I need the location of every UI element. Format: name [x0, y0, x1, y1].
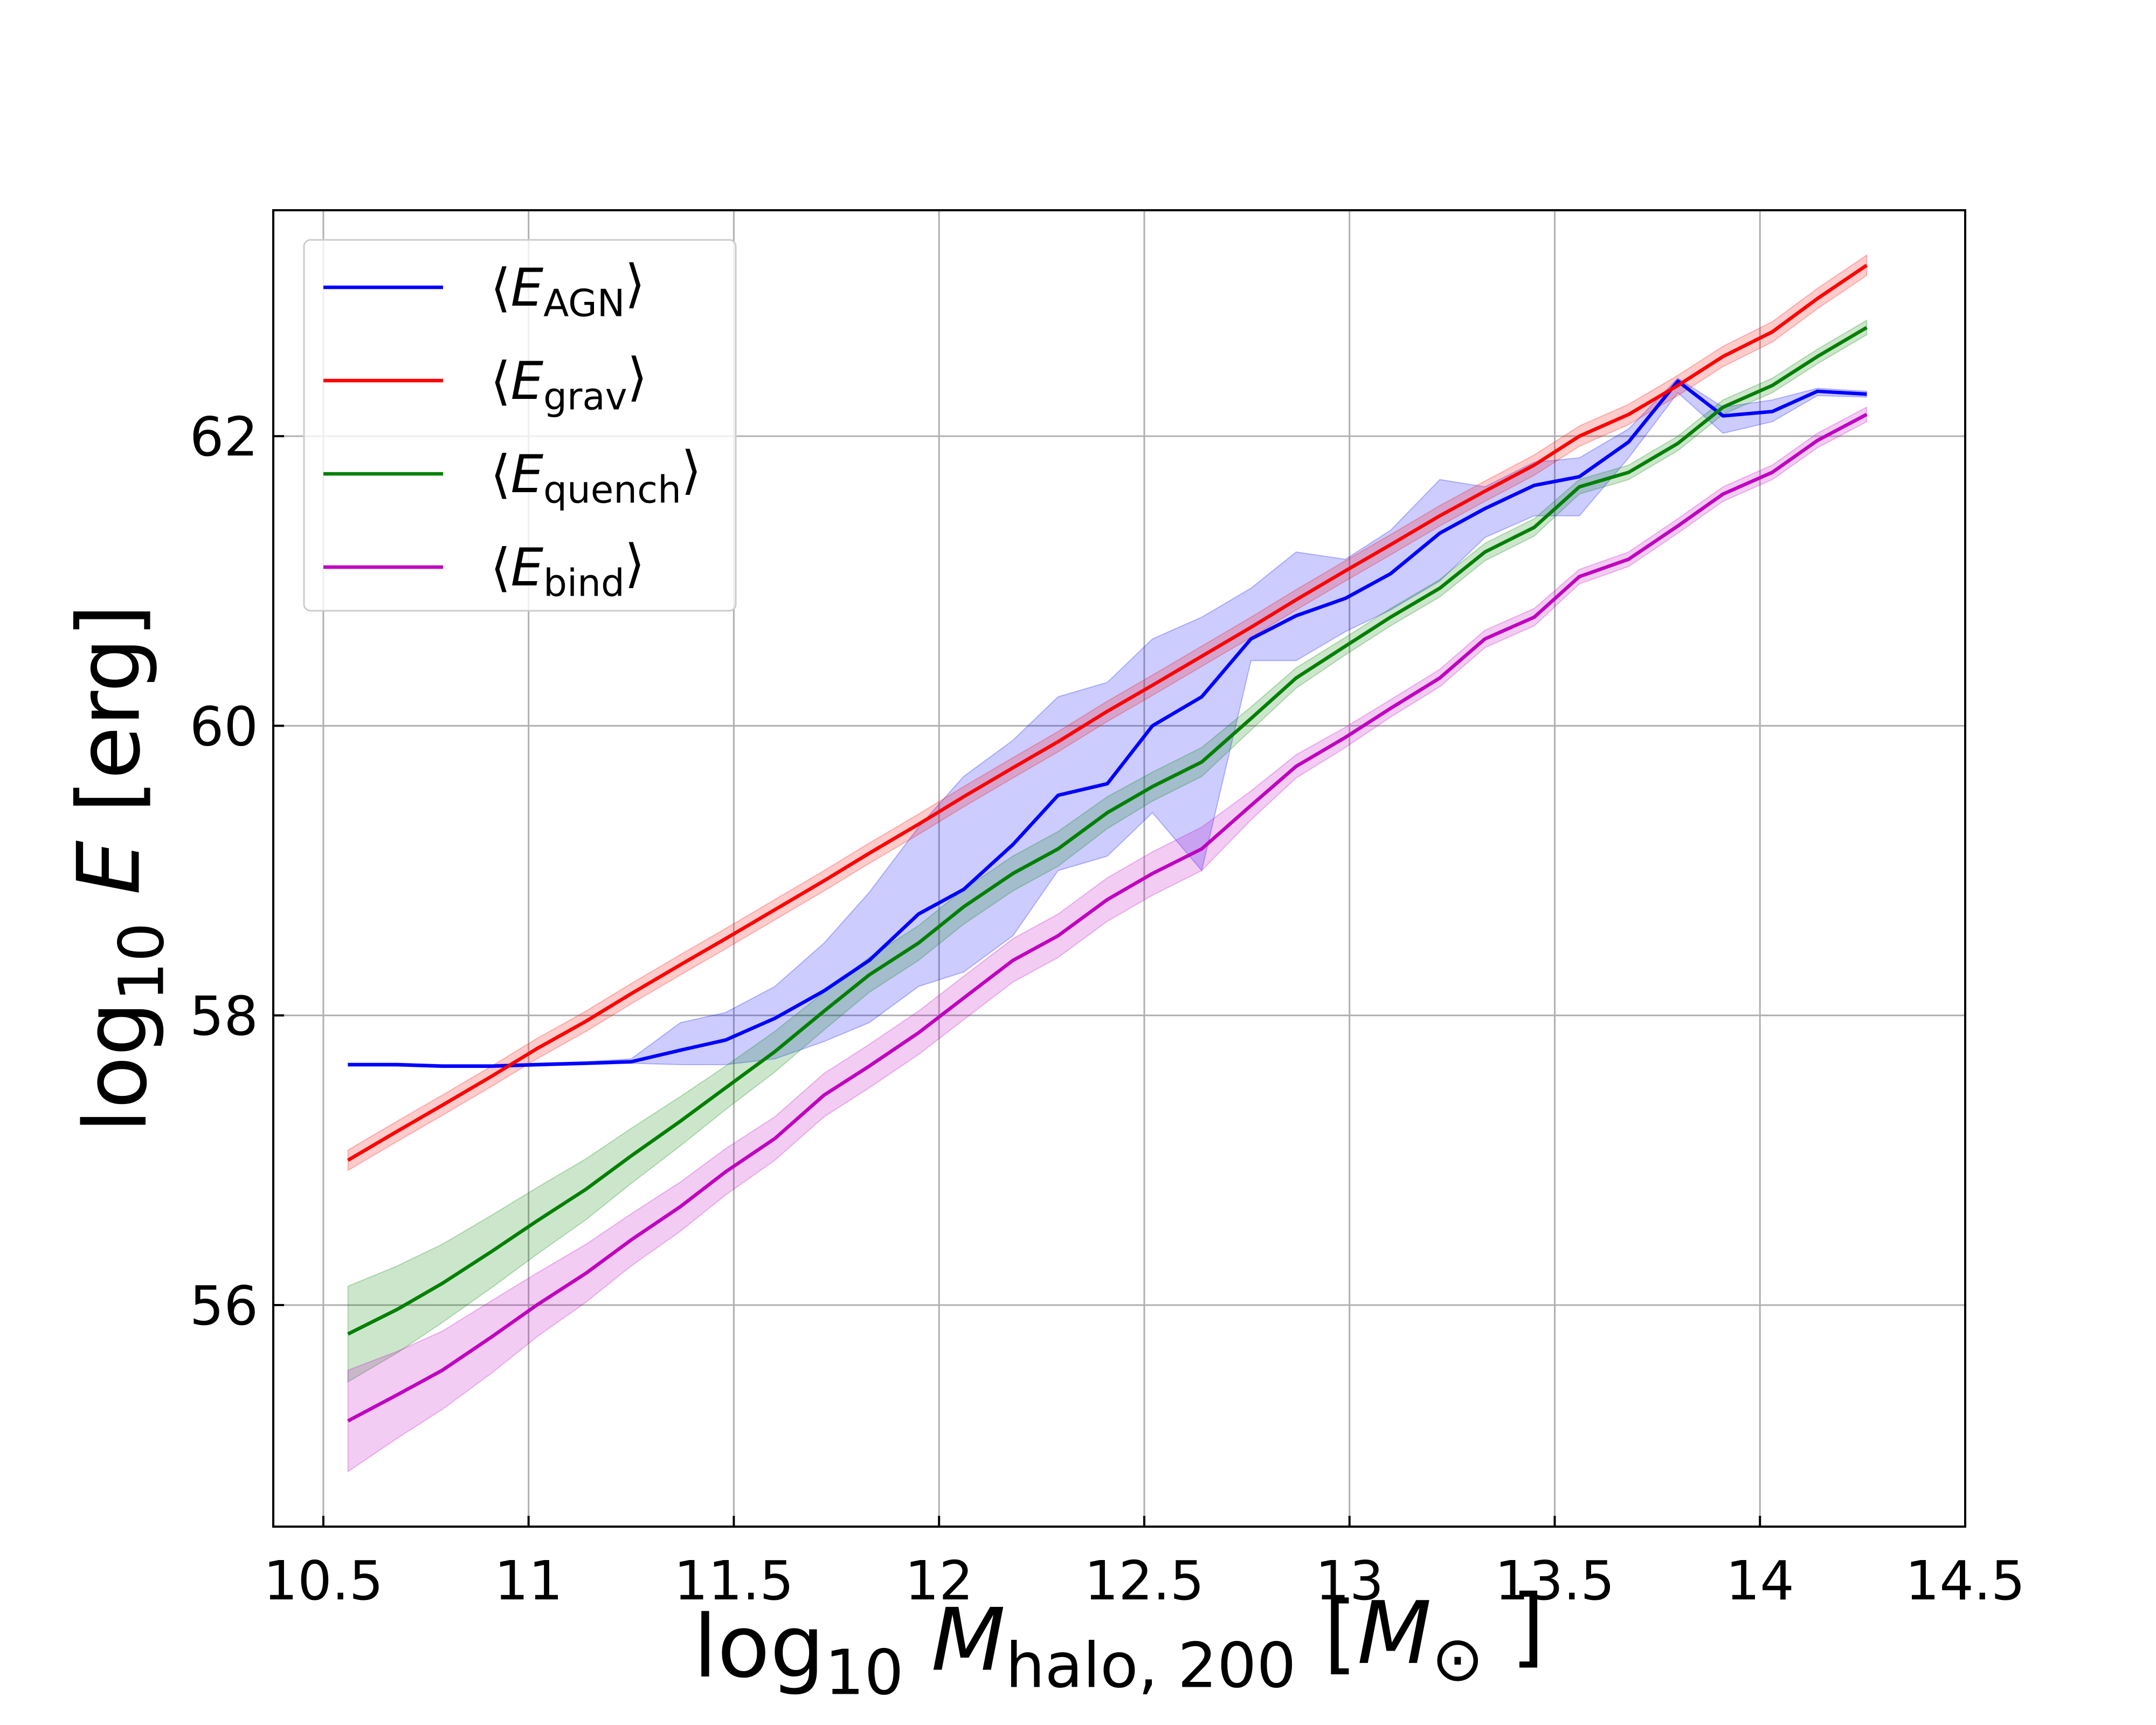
line: [348, 379, 1867, 1068]
legend-label: ⟨EAGN⟩: [490, 253, 645, 325]
line: [347, 264, 1868, 1162]
y-tick-label: 56: [190, 1274, 258, 1337]
label-part: M: [931, 1589, 1006, 1690]
label-part: 10: [106, 922, 178, 1002]
x-tick-label: 13: [1315, 1549, 1384, 1612]
y-tick-label: 60: [190, 695, 258, 758]
band: [347, 377, 1868, 1068]
label-part: [58, 895, 159, 922]
legend: ⟨EAGN⟩ ⟨Egrav⟩ ⟨Equench⟩ ⟨Ebind⟩: [303, 239, 737, 612]
band: [347, 406, 1868, 1473]
label-part: [: [1296, 1583, 1357, 1683]
x-tick-label: 12: [905, 1549, 973, 1612]
label-part: M: [1357, 1583, 1432, 1683]
y-axis-label: log10 E [erg]: [58, 604, 178, 1133]
lines: [347, 264, 1868, 1423]
legend-label: ⟨Ebind⟩: [490, 533, 645, 605]
line: [347, 326, 1868, 1336]
x-tick-label: 11: [494, 1549, 563, 1612]
legend-label: ⟨Egrav⟩: [490, 347, 647, 418]
plot-frame: [272, 209, 1966, 1528]
label-part: log: [693, 1596, 825, 1697]
legend-label: ⟨Equench⟩: [490, 440, 701, 512]
band: [347, 319, 1868, 1383]
y-tick-label: 58: [190, 985, 258, 1048]
label-part: 10: [825, 1637, 904, 1709]
label-part: E: [58, 840, 159, 895]
label-part: halo, 200: [1006, 1630, 1296, 1702]
label-part: log: [65, 1002, 166, 1133]
y-tick-label: 62: [190, 405, 258, 468]
x-tick-label: 11.5: [674, 1549, 794, 1612]
label-part: ⊙: [1432, 1623, 1484, 1695]
label-part: [904, 1589, 931, 1690]
x-tick-label: 13.5: [1495, 1549, 1615, 1612]
legend-box: [303, 239, 737, 612]
x-tick-label: 12.5: [1084, 1549, 1205, 1612]
line: [347, 412, 1868, 1423]
x-tick-label: 10.5: [264, 1549, 384, 1612]
x-tick-label: 14.5: [1905, 1549, 2026, 1612]
x-tick-label: 14: [1726, 1549, 1794, 1612]
label-part: ]: [1484, 1576, 1545, 1676]
ticks: 10.5 11 11.5 12 12.5 13 13.5 14 14.5 56 58 60 62: [190, 405, 2026, 1612]
label-part: [erg]: [58, 604, 159, 840]
x-axis-label: log10 Mhalo, 200 [M⊙ ]: [693, 1576, 1545, 1709]
